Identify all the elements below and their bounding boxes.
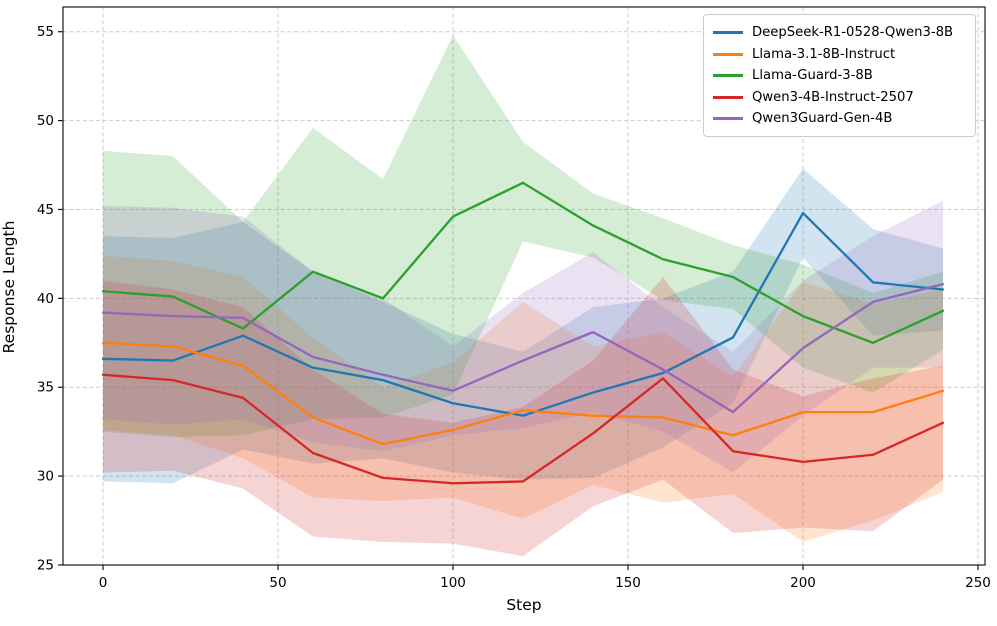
legend: DeepSeek-R1-0528-Qwen3-8B Llama-3.1-8B-In… bbox=[703, 14, 976, 137]
legend-label: Qwen3Guard-Gen-4B bbox=[752, 111, 893, 127]
line-Llama-Guard-3-8B bbox=[101, 181, 945, 344]
y-tick-label: 25 bbox=[37, 558, 54, 574]
y-tick-label: 40 bbox=[37, 291, 54, 307]
x-tick-label: 200 bbox=[790, 575, 816, 591]
line-Llama-3.1-8B-Instruct bbox=[101, 341, 945, 446]
x-tick-label: 100 bbox=[440, 575, 466, 591]
y-axis-label: Response Length bbox=[0, 220, 18, 354]
legend-item-DeepSeek-R1-0528-Qwen3-8B: DeepSeek-R1-0528-Qwen3-8B bbox=[713, 22, 967, 44]
band-Qwen3Guard-Gen-4B bbox=[103, 200, 943, 473]
y-tick-label: 45 bbox=[37, 202, 54, 218]
legend-item-Qwen3Guard-Gen-4B: Qwen3Guard-Gen-4B bbox=[713, 108, 967, 130]
line-Qwen3-4B-Instruct-2507 bbox=[101, 373, 945, 485]
x-tick-label: 50 bbox=[269, 575, 286, 591]
legend-item-Llama-3.1-8B-Instruct: Llama-3.1-8B-Instruct bbox=[713, 44, 967, 66]
legend-line-swatch bbox=[713, 52, 743, 56]
line-DeepSeek-R1-0528-Qwen3-8B bbox=[101, 211, 945, 417]
x-tick-label: 0 bbox=[99, 575, 108, 591]
axis-layer: 0 50 100 150 200 250 25 30 35 40 45 50 55 bbox=[37, 6, 991, 591]
legend-label: Qwen3-4B-Instruct-2507 bbox=[752, 89, 914, 105]
legend-line-swatch bbox=[713, 31, 743, 35]
legend-line-swatch bbox=[713, 95, 743, 99]
y-tick-label: 35 bbox=[37, 380, 54, 396]
legend-line-swatch bbox=[713, 74, 743, 78]
band-Llama-Guard-3-8B bbox=[103, 35, 943, 438]
y-tick-label: 50 bbox=[37, 113, 54, 129]
y-tick-label: 30 bbox=[37, 469, 54, 485]
legend-label: DeepSeek-R1-0528-Qwen3-8B bbox=[752, 25, 954, 41]
legend-item-Llama-Guard-3-8B: Llama-Guard-3-8B bbox=[713, 65, 967, 87]
x-axis-label: Step bbox=[506, 596, 542, 614]
band-DeepSeek-R1-0528-Qwen3-8B bbox=[103, 168, 943, 484]
line-Qwen3Guard-Gen-4B bbox=[101, 282, 945, 414]
band-Llama-3.1-8B-Instruct bbox=[103, 255, 943, 542]
legend-item-Qwen3-4B-Instruct-2507: Qwen3-4B-Instruct-2507 bbox=[713, 87, 967, 109]
plot-border bbox=[62, 6, 986, 566]
x-tick-label: 250 bbox=[965, 575, 991, 591]
x-tick-label: 150 bbox=[615, 575, 641, 591]
legend-line-swatch bbox=[713, 117, 743, 121]
legend-label: Llama-3.1-8B-Instruct bbox=[752, 46, 896, 62]
lines-layer bbox=[101, 181, 945, 485]
legend-label: Llama-Guard-3-8B bbox=[752, 68, 873, 84]
y-tick-label: 55 bbox=[37, 24, 54, 40]
